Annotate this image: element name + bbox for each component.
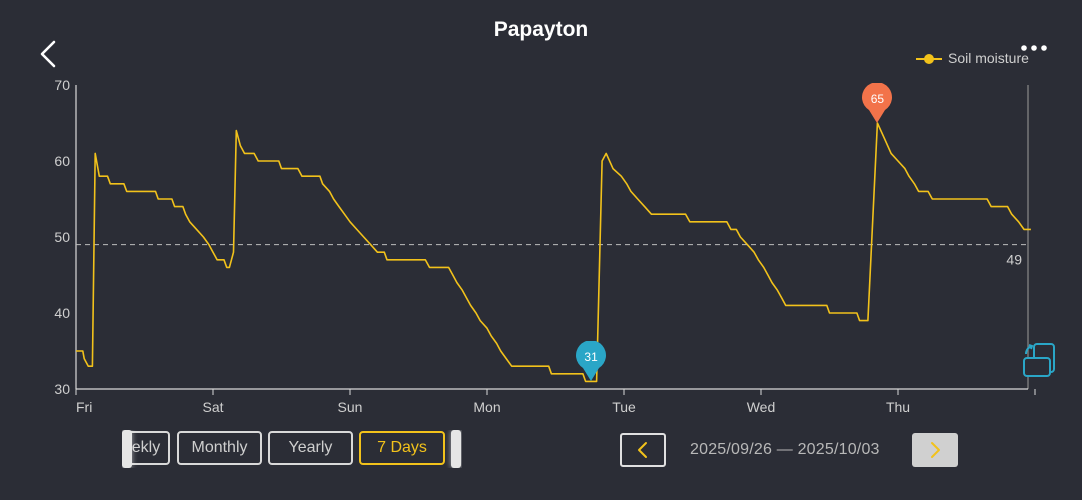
max-marker-label: 65 [870, 92, 885, 106]
rotate-screen-button[interactable] [1022, 342, 1058, 378]
tab-7-days[interactable]: 7 Days [359, 431, 445, 465]
y-tick-label: 30 [54, 381, 70, 397]
x-tick-label: Sat [202, 399, 223, 415]
x-tick-label: Sun [338, 399, 363, 415]
next-period-button[interactable] [912, 433, 958, 467]
tabs-scroll-edge-left [122, 430, 132, 468]
reference-line-label: 49 [1006, 252, 1022, 268]
more-dots-icon [1021, 45, 1047, 51]
period-tabs[interactable]: ekly Monthly Yearly 7 Days [122, 430, 462, 468]
y-tick-label: 50 [54, 229, 70, 245]
back-button[interactable] [36, 38, 64, 70]
x-tick-label: Mon [473, 399, 500, 415]
chevron-right-icon [931, 442, 940, 458]
series-line-soil-moisture [76, 122, 1031, 383]
legend-swatch [916, 51, 942, 65]
chevron-left-icon [638, 442, 647, 458]
page-title: Papayton [493, 18, 589, 41]
chart-legend[interactable]: Soil moisture [916, 50, 1029, 66]
min-marker-label: 31 [584, 350, 598, 365]
y-tick-label: 60 [54, 153, 70, 169]
x-tick-label: Thu [886, 399, 910, 415]
y-tick-label: 40 [54, 305, 70, 321]
tab-yearly[interactable]: Yearly [268, 431, 353, 465]
tab-monthly[interactable]: Monthly [177, 431, 262, 465]
x-tick-label: Wed [747, 399, 776, 415]
screen-rotate-icon [1023, 343, 1055, 377]
tabs-scroll-edge-right [451, 430, 461, 468]
previous-period-button[interactable] [620, 433, 666, 467]
date-range-label: 2025/09/26 — 2025/10/03 [690, 441, 880, 458]
chevron-left-icon [40, 40, 56, 68]
x-tick-label: Tue [612, 399, 636, 415]
max-marker: 65 [861, 83, 893, 125]
x-tick-label: Fri [76, 399, 92, 415]
max-pin-icon [862, 83, 893, 123]
min-pin-icon [576, 341, 607, 382]
min-marker: 31 [575, 341, 607, 383]
legend-label: Soil moisture [948, 50, 1029, 66]
more-button[interactable] [1017, 38, 1051, 58]
y-tick-label: 70 [54, 77, 70, 93]
